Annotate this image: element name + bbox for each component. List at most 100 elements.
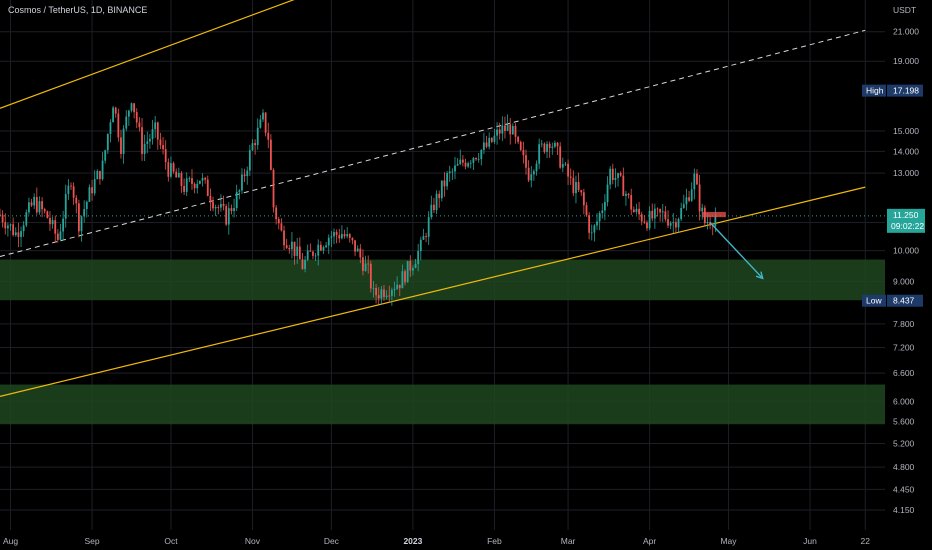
y-tick-label: 9.000 [893,277,915,287]
candle-body [298,246,301,260]
candle-body [114,107,117,114]
candle-body [138,122,141,128]
candle-body [159,139,162,146]
candle-body [325,245,328,248]
candle-body [709,222,711,226]
candle-body [364,263,367,271]
candle-body [59,231,62,240]
candle-body [669,223,672,226]
candle-body [106,133,109,151]
candle-body [135,112,138,123]
candle-body [6,225,9,229]
candle-body [693,173,696,190]
candle-body [1,214,4,223]
candle-body [443,180,446,187]
candle-body [346,234,349,237]
candle-body [104,150,107,161]
candle-body [330,236,333,238]
candle-body [714,215,717,227]
candle-body [209,195,212,203]
candle-body [433,204,435,211]
candle-body [556,142,559,147]
candle-body [464,162,467,167]
candle-body [43,209,46,212]
candle-body [35,196,38,213]
candle-body [485,142,488,147]
candle-body [548,143,551,148]
lower-channel-line[interactable] [0,186,866,397]
low-tag-label: Low [866,296,882,306]
high-tag-bg [887,84,923,97]
x-tick-label: Feb [487,536,502,546]
candle-body [296,246,299,256]
candle-body [440,180,443,199]
candle-body [341,234,343,239]
time-axis[interactable]: Aug Sep Oct Nov Dec 2023 Feb Mar Apr May Jun 22 [3,536,870,546]
candle-body [101,160,104,180]
candle-body [288,247,291,250]
candle-body [272,169,275,208]
candle-body [511,126,514,135]
candle-body [319,244,322,251]
candle-body [93,179,96,194]
candle-body [293,241,296,256]
candle-body [117,113,120,138]
candle-body [625,193,627,196]
candle-body [85,201,88,210]
upper-channel-line[interactable] [0,0,492,109]
candle-body [448,171,451,174]
candle-body [175,171,178,178]
candle-body [617,173,619,178]
candle-body [206,179,209,196]
candle-body [611,168,614,181]
candle-body [467,163,470,167]
x-tick-label: May [720,536,737,546]
candle-body [264,112,267,133]
candle-body [180,172,183,187]
x-tick-label: 2023 [403,536,422,546]
candle-body [701,207,704,212]
resistance-box[interactable] [702,211,726,218]
candle-body [130,103,133,111]
projection-arrow[interactable] [709,221,764,279]
high-tag-value: 17.198 [893,86,919,96]
candle-body [643,221,646,223]
candle-body [451,171,454,173]
candle-body [554,142,556,147]
candle-body [598,212,601,222]
candle-body [348,234,351,238]
overlays [702,211,764,280]
candle-body [519,141,522,150]
candle-body [496,129,498,136]
candle-body [177,172,180,178]
candle-body [572,177,575,194]
candle-body [291,241,293,250]
candle-body [4,222,7,229]
candle-body [640,214,643,222]
candle-body [312,251,314,256]
candles [0,102,717,306]
candle-body [688,197,690,201]
x-tick-label: Nov [245,536,261,546]
candle-body [143,143,146,154]
candle-body [248,150,251,171]
candle-body [335,232,338,236]
last-price-value: 11.250 [893,210,919,220]
candle-body [388,295,391,297]
candle-body [406,260,409,283]
candle-body [696,173,698,185]
candle-body [488,137,491,147]
support-zone-2 [0,384,885,425]
candle-body [91,187,93,194]
candle-body [614,177,617,181]
y-tick-label: 19.000 [893,56,919,66]
candle-body [185,178,188,192]
candle-body [241,174,243,191]
candle-body [62,218,65,232]
candle-body [38,201,41,213]
candle-body [619,173,622,176]
candle-body [596,221,598,226]
candle-body [698,184,701,212]
candle-body [127,110,130,117]
